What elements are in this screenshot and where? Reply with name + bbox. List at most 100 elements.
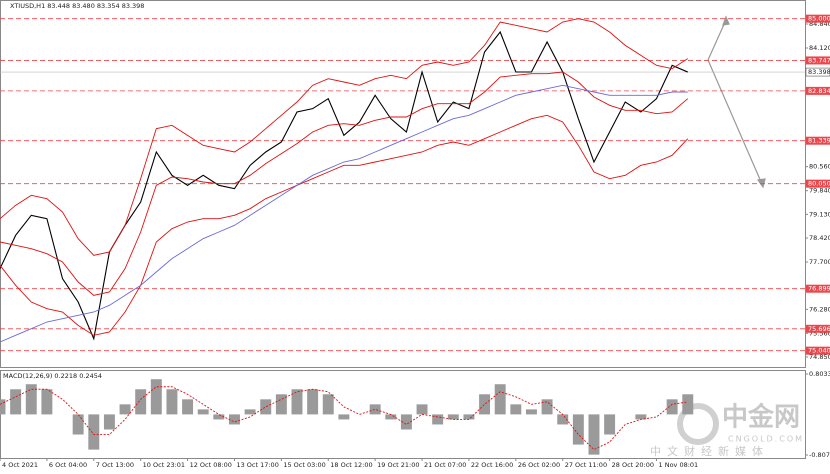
price-line [0, 84, 688, 343]
macd-bar [400, 414, 412, 430]
macd-bar [682, 394, 694, 415]
macd-bar [604, 414, 616, 435]
macd-bar [166, 389, 178, 415]
level-label: 82.834 [808, 87, 830, 95]
y-tick-label: 79.840 [809, 187, 830, 195]
level-box [806, 179, 830, 188]
logo-tagline: 中文财经新媒体 [650, 444, 769, 458]
macd-title: MACD(12,26,9) 0.2218 0.2454 [3, 372, 102, 380]
x-tick-label: 7 Oct 13:00 [96, 461, 134, 469]
level-box [806, 346, 830, 355]
level-box [806, 86, 830, 95]
x-tick-label: 27 Oct 11:00 [565, 461, 607, 469]
x-tick-label: 1 Nov 08:01 [659, 461, 699, 469]
macd-bar [291, 389, 303, 415]
macd-bar [432, 414, 444, 425]
macd-bar [385, 414, 397, 420]
macd-bar [510, 404, 522, 415]
current-price-box [805, 67, 830, 77]
current-price-label: 83.398 [808, 68, 830, 76]
x-tick-label: 13 Oct 17:00 [236, 461, 278, 469]
macd-bar [10, 389, 22, 415]
level-label: 85.000 [808, 15, 830, 23]
x-tick-label: 10 Oct 23:01 [143, 461, 185, 469]
x-tick-label: 28 Oct 20:00 [612, 461, 654, 469]
macd-bar [338, 414, 350, 420]
macd-bar [479, 394, 491, 415]
y-tick-label: 79.130 [809, 210, 830, 218]
signal-line [0, 386, 688, 451]
x-tick-label: 12 Oct 08:00 [190, 461, 232, 469]
x-tick-label: 6 Oct 04:00 [49, 461, 87, 469]
y-tick-label: 77.700 [809, 258, 830, 266]
level-label: 80.050 [808, 180, 830, 188]
macd-bar [244, 409, 256, 415]
x-tick-label: 15 Oct 03:00 [283, 461, 325, 469]
price-line [0, 18, 689, 256]
y-tick-label: 74.850 [809, 353, 830, 361]
macd-bar [0, 399, 6, 415]
macd-bar [322, 394, 334, 415]
macd-bar [525, 409, 537, 415]
macd-bar [666, 399, 678, 415]
level-box [806, 14, 830, 23]
x-tick-label: 21 Oct 07:00 [424, 461, 466, 469]
macd-bar [275, 394, 287, 415]
chart-title: XTIUSD,H1 83.448 83.480 83.354 83.398 [10, 2, 144, 10]
price-line [0, 114, 689, 336]
macd-bar [541, 399, 553, 415]
macd-bar [588, 414, 600, 455]
macd-bar [135, 389, 147, 415]
x-tick-label: 4 Oct 2021 [2, 461, 38, 469]
y-tick-label: 78.420 [809, 234, 830, 242]
macd-bar [72, 414, 84, 435]
macd-bar [463, 414, 475, 420]
macd-bar [307, 389, 319, 415]
level-box [806, 284, 830, 293]
macd-bar [103, 414, 115, 430]
x-tick-label: 26 Oct 02:00 [518, 461, 560, 469]
macd-bar [119, 404, 131, 415]
logo-text: 中金网 [722, 402, 800, 433]
macd-bar [416, 404, 428, 415]
x-tick-label: 22 Oct 16:00 [471, 461, 513, 469]
macd-bar [494, 384, 506, 415]
level-label: 83.747 [808, 56, 830, 64]
logo-icon [677, 403, 719, 445]
macd-bar [635, 414, 647, 420]
macd-bar [213, 414, 225, 420]
x-tick-label: 19 Oct 21:00 [377, 461, 419, 469]
y-tick-label: 80.560 [809, 163, 830, 171]
macd-bar [197, 409, 209, 415]
level-box [806, 136, 830, 145]
price-line [0, 71, 689, 296]
level-box [806, 324, 830, 333]
x-tick-label: 18 Oct 12:00 [330, 461, 372, 469]
y-tick-label: 76.280 [809, 305, 830, 313]
macd-bar [150, 379, 162, 415]
level-label: 75.040 [808, 347, 830, 355]
macd-bar [260, 399, 272, 415]
macd-bar [228, 414, 240, 425]
y-tick-label: 84.120 [809, 44, 830, 52]
macd-bar [88, 414, 100, 450]
level-label: 76.899 [808, 285, 830, 293]
level-box [806, 56, 830, 65]
macd-panel [0, 370, 806, 459]
macd-bar [447, 414, 459, 420]
projection-arrows [707, 15, 766, 189]
logo-site: CNGOLD.COM [728, 435, 804, 444]
y-tick-label: 0.8033 [809, 370, 830, 378]
y-tick-label: 84.840 [809, 20, 830, 28]
macd-bar [557, 414, 569, 425]
level-label: 81.339 [808, 137, 830, 145]
macd-bar [572, 414, 584, 445]
macd-bar [25, 384, 37, 415]
level-label: 75.696 [808, 325, 830, 333]
macd-bar [41, 389, 53, 415]
macd-bar [369, 404, 381, 415]
watermark: 中金网 CNGOLD.COM 中文财经新媒体 [650, 402, 804, 459]
